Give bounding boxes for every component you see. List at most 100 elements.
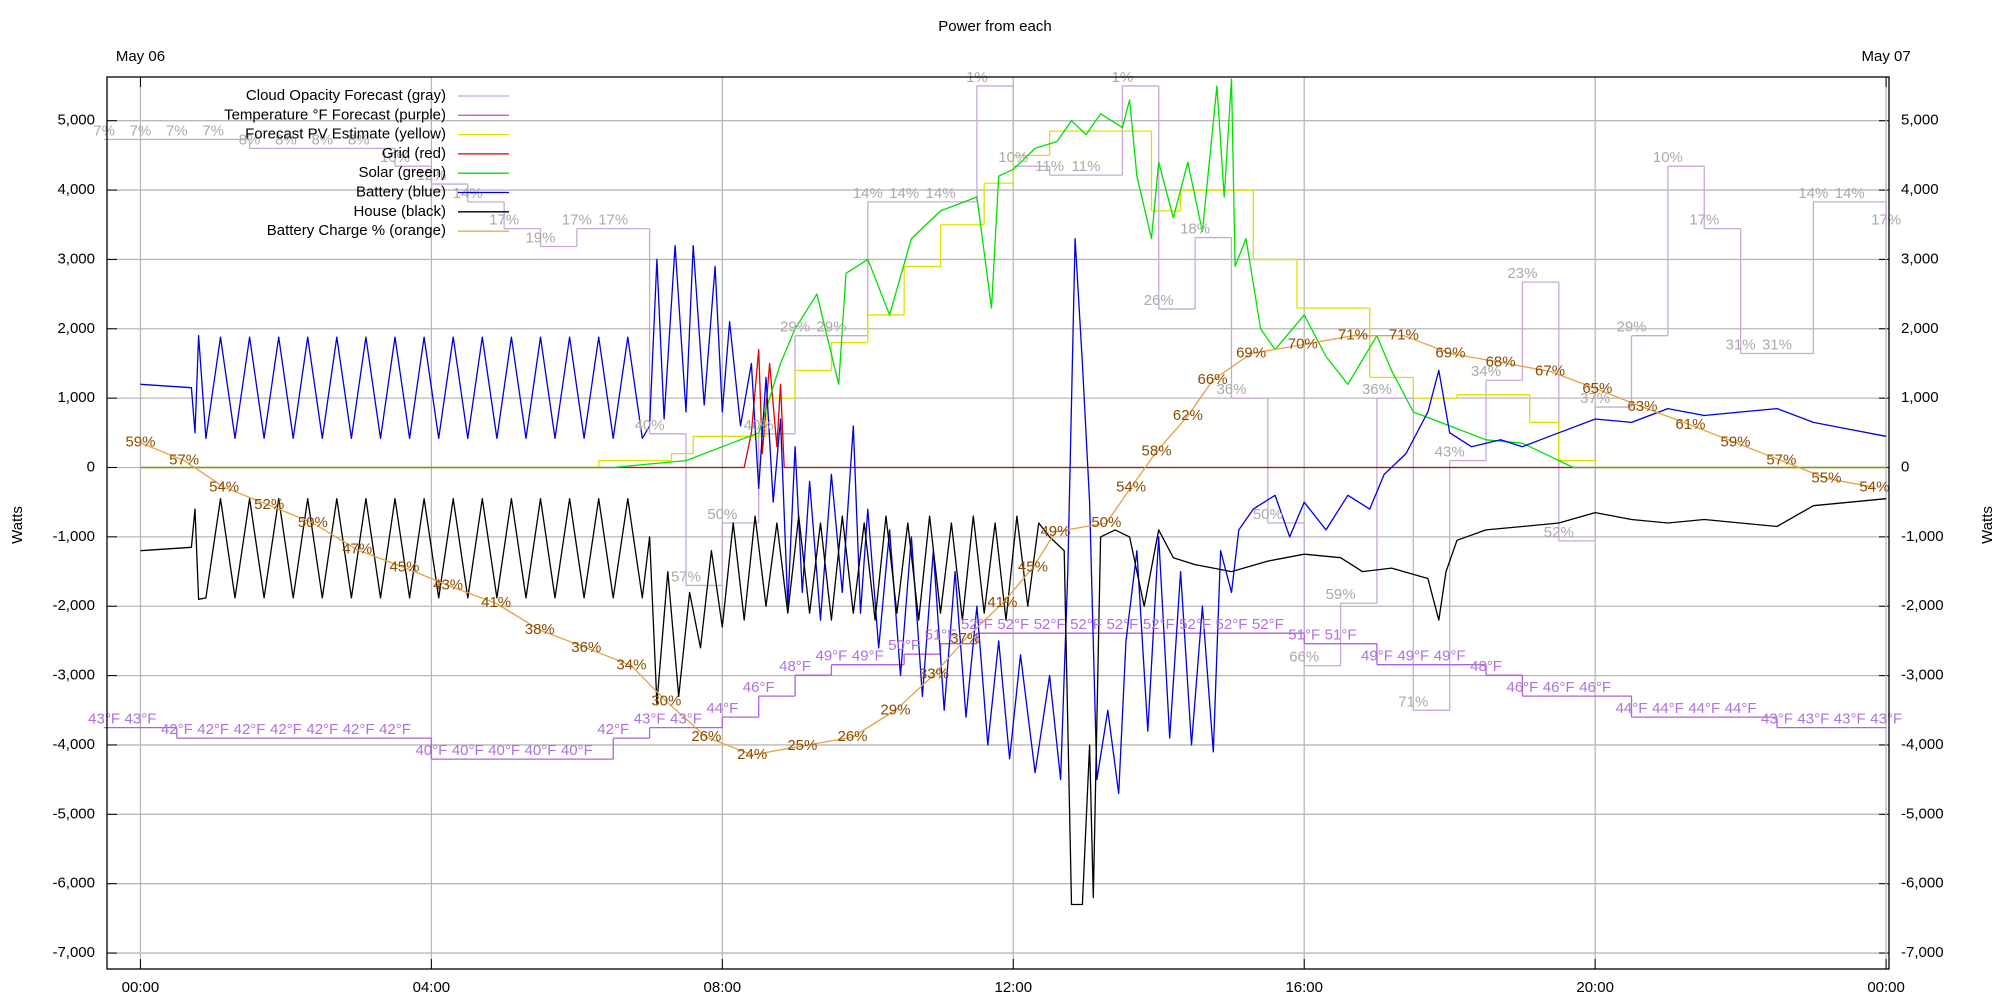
value-label: 63%	[1627, 398, 1657, 415]
value-label: 48°F	[779, 658, 811, 675]
value-label: 31%	[1726, 336, 1756, 353]
value-label: 54%	[1859, 478, 1889, 495]
value-label: 57%	[169, 452, 199, 469]
legend-label: Forecast PV Estimate (yellow)	[245, 126, 446, 143]
y-tick-label: 4,000	[57, 181, 95, 198]
value-label: 66%	[1289, 649, 1319, 666]
value-label: 46°F	[743, 679, 775, 696]
value-label: 49°F	[1434, 648, 1466, 665]
y-axis-label: Watts	[9, 506, 26, 544]
y-tick-label-right: 2,000	[1901, 320, 1939, 337]
value-label: 42°F	[379, 721, 411, 738]
value-label: 50°F	[888, 637, 920, 654]
value-label: 14%	[889, 185, 919, 202]
value-label: 14%	[1798, 185, 1828, 202]
value-label: 54%	[209, 478, 239, 495]
value-label: 42°F	[197, 721, 229, 738]
legend-label: Solar (green)	[358, 164, 446, 181]
value-label: 49°F	[816, 648, 848, 665]
x-tick-label: 00:00	[1867, 979, 1905, 996]
value-label: 50%	[298, 514, 328, 531]
value-label: 52°F	[1143, 616, 1175, 633]
y-tick-label: 5,000	[57, 112, 95, 129]
value-label: 58%	[1142, 443, 1172, 460]
value-label: 11%	[1072, 158, 1101, 175]
value-label: 51°F	[1288, 627, 1320, 644]
y-tick-label-right: -2,000	[1901, 597, 1944, 614]
value-label: 37%	[1580, 390, 1610, 407]
value-label: 44°F	[1652, 700, 1684, 717]
value-label: 19%	[525, 229, 555, 246]
value-label: 43°F	[88, 711, 120, 728]
y-tick-label-right: 5,000	[1901, 112, 1939, 129]
y-tick-label: -5,000	[52, 805, 95, 822]
y-tick-label: -3,000	[52, 667, 95, 684]
value-label: 50%	[1253, 506, 1283, 523]
y-tick-label-right: 1,000	[1901, 389, 1939, 406]
value-label: 49%	[1040, 523, 1070, 540]
y-axis-label-right: Watts	[1979, 506, 1996, 544]
value-label: 42°F	[306, 721, 338, 738]
value-label: 52°F	[1216, 616, 1248, 633]
x-tick-label: 12:00	[995, 979, 1033, 996]
value-label: 26%	[1144, 292, 1174, 309]
value-label: 50%	[1091, 514, 1121, 531]
value-label: 57%	[671, 568, 701, 585]
value-label: 8%	[239, 131, 261, 148]
y-tick-label: -1,000	[52, 528, 95, 545]
value-label: 42°F	[161, 721, 193, 738]
value-label: 12%	[416, 167, 446, 184]
value-label: 52°F	[1034, 616, 1066, 633]
value-label: 38%	[525, 621, 555, 638]
value-label: 29%	[1617, 319, 1647, 336]
value-label: 24%	[737, 746, 767, 763]
value-label: 59%	[1721, 434, 1751, 451]
y-tick-label-right: -4,000	[1901, 736, 1944, 753]
value-label: 17%	[1871, 212, 1901, 229]
value-label: 29%	[780, 319, 810, 336]
y-tick-label: 0	[87, 458, 95, 475]
value-label: 33%	[919, 666, 949, 683]
y-tick-label: 2,000	[57, 320, 95, 337]
value-label: 17%	[598, 212, 628, 229]
value-label: 7%	[93, 122, 115, 139]
value-label: 69%	[1435, 344, 1465, 361]
value-label: 69%	[1236, 344, 1266, 361]
value-label: 40°F	[452, 742, 484, 759]
y-tick-label-right: -3,000	[1901, 667, 1944, 684]
value-label: 57%	[1766, 452, 1796, 469]
value-label: 52°F	[1179, 616, 1211, 633]
value-label: 62%	[1173, 407, 1203, 424]
value-label: 30%	[651, 692, 681, 709]
y-tick-label-right: 4,000	[1901, 181, 1939, 198]
value-label: 51°F	[925, 627, 957, 644]
legend-label: Cloud Opacity Forecast (gray)	[246, 87, 446, 104]
legend-label: Temperature °F Forecast (purple)	[224, 106, 446, 123]
value-label: 42°F	[270, 721, 302, 738]
series-line	[140, 78, 1887, 469]
x-tick-label: 08:00	[704, 979, 742, 996]
legend-label: Grid (red)	[382, 145, 446, 162]
value-label: 43%	[433, 576, 463, 593]
value-label: 52°F	[1106, 616, 1138, 633]
value-label: 40%	[635, 417, 665, 434]
value-label: 49°F	[1397, 648, 1429, 665]
value-label: 43°F	[125, 711, 157, 728]
y-tick-label-right: 3,000	[1901, 250, 1939, 267]
value-label: 52°F	[997, 616, 1029, 633]
y-tick-label: 3,000	[57, 250, 95, 267]
legend-label: House (black)	[353, 203, 446, 220]
value-label: 8%	[348, 131, 370, 148]
value-label: 23%	[1507, 265, 1537, 282]
value-label: 40°F	[488, 742, 520, 759]
value-label: 14%	[926, 185, 956, 202]
x2-tick-label: May 07	[1861, 48, 1910, 65]
value-label: 59%	[125, 434, 155, 451]
value-label: 46°F	[1506, 679, 1538, 696]
value-label: 43%	[1435, 444, 1465, 461]
value-label: 46°F	[1579, 679, 1611, 696]
series-line	[140, 237, 1887, 795]
value-label: 59%	[1326, 586, 1356, 603]
value-label: 7%	[130, 122, 152, 139]
